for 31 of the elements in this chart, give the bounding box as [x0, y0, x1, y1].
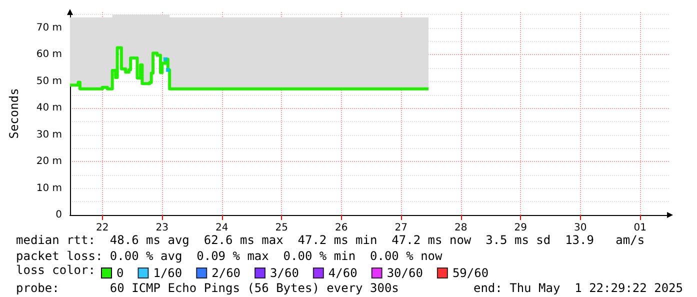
y-tick-label: 70 m — [36, 22, 62, 34]
text: median rtt: 48.6 ms avg 62.6 ms max 47.2 ms min 47.2 ms now 3.5 ms sd 13.9 am/s — [16, 233, 645, 247]
legend-label: 0 — [116, 266, 124, 280]
x-tick-label: 24 — [216, 222, 228, 234]
legend-label: 3/60 — [270, 266, 299, 280]
y-tick-label: 20 m — [36, 156, 62, 168]
legend-label: 1/60 — [153, 266, 182, 280]
x-tick-label: 30 — [574, 222, 587, 234]
y-tick-label: 0 — [56, 210, 62, 220]
x-tick-label: 26 — [335, 222, 348, 234]
text: end: Thu May 1 22:29:22 2025 — [473, 281, 683, 295]
x-tick-label: 29 — [514, 222, 527, 234]
legend-label: 4/60 — [328, 266, 358, 280]
x-tick-label: 01 — [634, 222, 646, 234]
x-tick-label: 23 — [156, 222, 168, 234]
legend-label: 2/60 — [212, 266, 241, 280]
text: packet loss: 0.00 % avg 0.09 % max 0.00 % min 0.00 % now — [16, 249, 444, 263]
legend-label: 30/60 — [386, 266, 423, 280]
x-tick-label: 28 — [454, 222, 468, 234]
y-tick-label: 50 m — [36, 76, 62, 87]
y-tick-label: 30 m — [36, 129, 62, 140]
y-tick-label: 10 m — [36, 182, 62, 194]
x-tick-label: 25 — [275, 222, 288, 234]
x-tick-label: 27 — [394, 222, 408, 234]
y-tick-label: 60 m — [36, 49, 62, 60]
y-axis-title: Seconds — [7, 88, 21, 139]
y-tick-label: 40 m — [36, 102, 62, 114]
text: probe: 60 ICMP Echo Pings (56 Bytes) every 300s — [16, 281, 399, 295]
legend-title: loss color: — [16, 263, 96, 277]
legend-label: 59/60 — [452, 266, 489, 280]
x-tick-label: 22 — [96, 222, 109, 234]
